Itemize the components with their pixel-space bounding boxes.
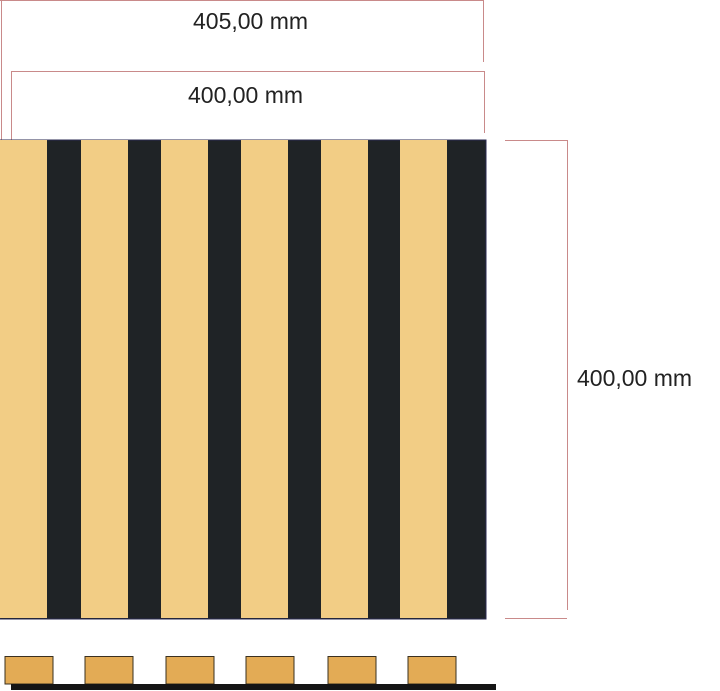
slat-profile [245,656,295,685]
panel-height-label: 400,00 mm [577,365,693,391]
profile-backing-bar [11,684,496,690]
slat-front [81,140,128,618]
slat-profile [4,656,54,685]
slat-profile [407,656,457,685]
slat-front [400,140,447,618]
slat-front [161,140,208,618]
slat-front [321,140,368,618]
panel-width-label: 400,00 mm [188,82,304,108]
overall-width-label: 405,00 mm [193,8,309,34]
slat-profile [327,656,377,685]
slat-profile [165,656,215,685]
slat-front [241,140,288,618]
slat-front [0,140,47,618]
slat-profile [84,656,134,685]
